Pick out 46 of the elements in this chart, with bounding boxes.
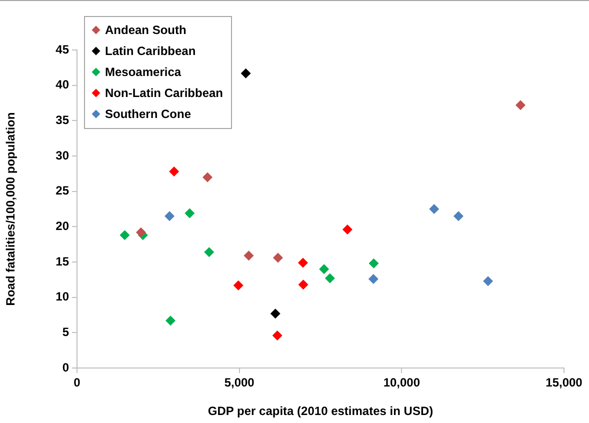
point xyxy=(298,280,308,290)
point xyxy=(515,100,526,110)
y-tick-label: 45 xyxy=(56,42,70,56)
point xyxy=(204,247,214,258)
point xyxy=(120,230,130,240)
point xyxy=(319,264,330,274)
y-tick-label: 10 xyxy=(56,290,70,304)
x-axis-title: GDP per capita (2010 estimates in USD) xyxy=(208,404,434,418)
point xyxy=(368,274,378,284)
legend-label: Southern Cone xyxy=(104,106,192,123)
point xyxy=(244,250,254,261)
y-tick-label: 35 xyxy=(56,112,70,127)
point xyxy=(453,211,464,222)
point xyxy=(483,276,494,286)
y-tick-label: 0 xyxy=(62,360,70,374)
point xyxy=(429,204,440,214)
point xyxy=(272,330,282,340)
point xyxy=(240,68,251,78)
point xyxy=(233,280,244,290)
point xyxy=(166,316,176,326)
point xyxy=(298,258,308,268)
point xyxy=(164,211,175,222)
y-tick-label: 40 xyxy=(56,78,70,92)
point xyxy=(270,308,280,319)
y-tick-label: 25 xyxy=(56,184,70,198)
legend-label: Andean South xyxy=(104,22,188,39)
legend-label: Mesoamerica xyxy=(104,64,182,81)
legend-label: Non-Latin Caribbean xyxy=(104,85,224,102)
point xyxy=(202,172,213,182)
legend-label: Latin Caribbean xyxy=(104,43,197,60)
x-tick-label: 15,000 xyxy=(546,376,583,390)
point xyxy=(342,224,352,234)
point xyxy=(272,252,283,263)
y-tick-label: 30 xyxy=(56,148,70,162)
point xyxy=(324,273,335,284)
x-tick-label: 10,000 xyxy=(383,376,420,390)
x-tick-label: 5,000 xyxy=(224,376,255,390)
point xyxy=(368,258,379,268)
point xyxy=(136,227,146,238)
y-tick-label: 15 xyxy=(56,254,70,268)
y-axis-title: Road fatalities/100,000 population xyxy=(4,112,18,306)
y-tick-label: 20 xyxy=(56,218,70,233)
y-tick-label: 5 xyxy=(62,324,70,339)
point xyxy=(169,166,180,177)
point xyxy=(184,208,195,218)
x-tick-label: 0 xyxy=(74,376,81,390)
